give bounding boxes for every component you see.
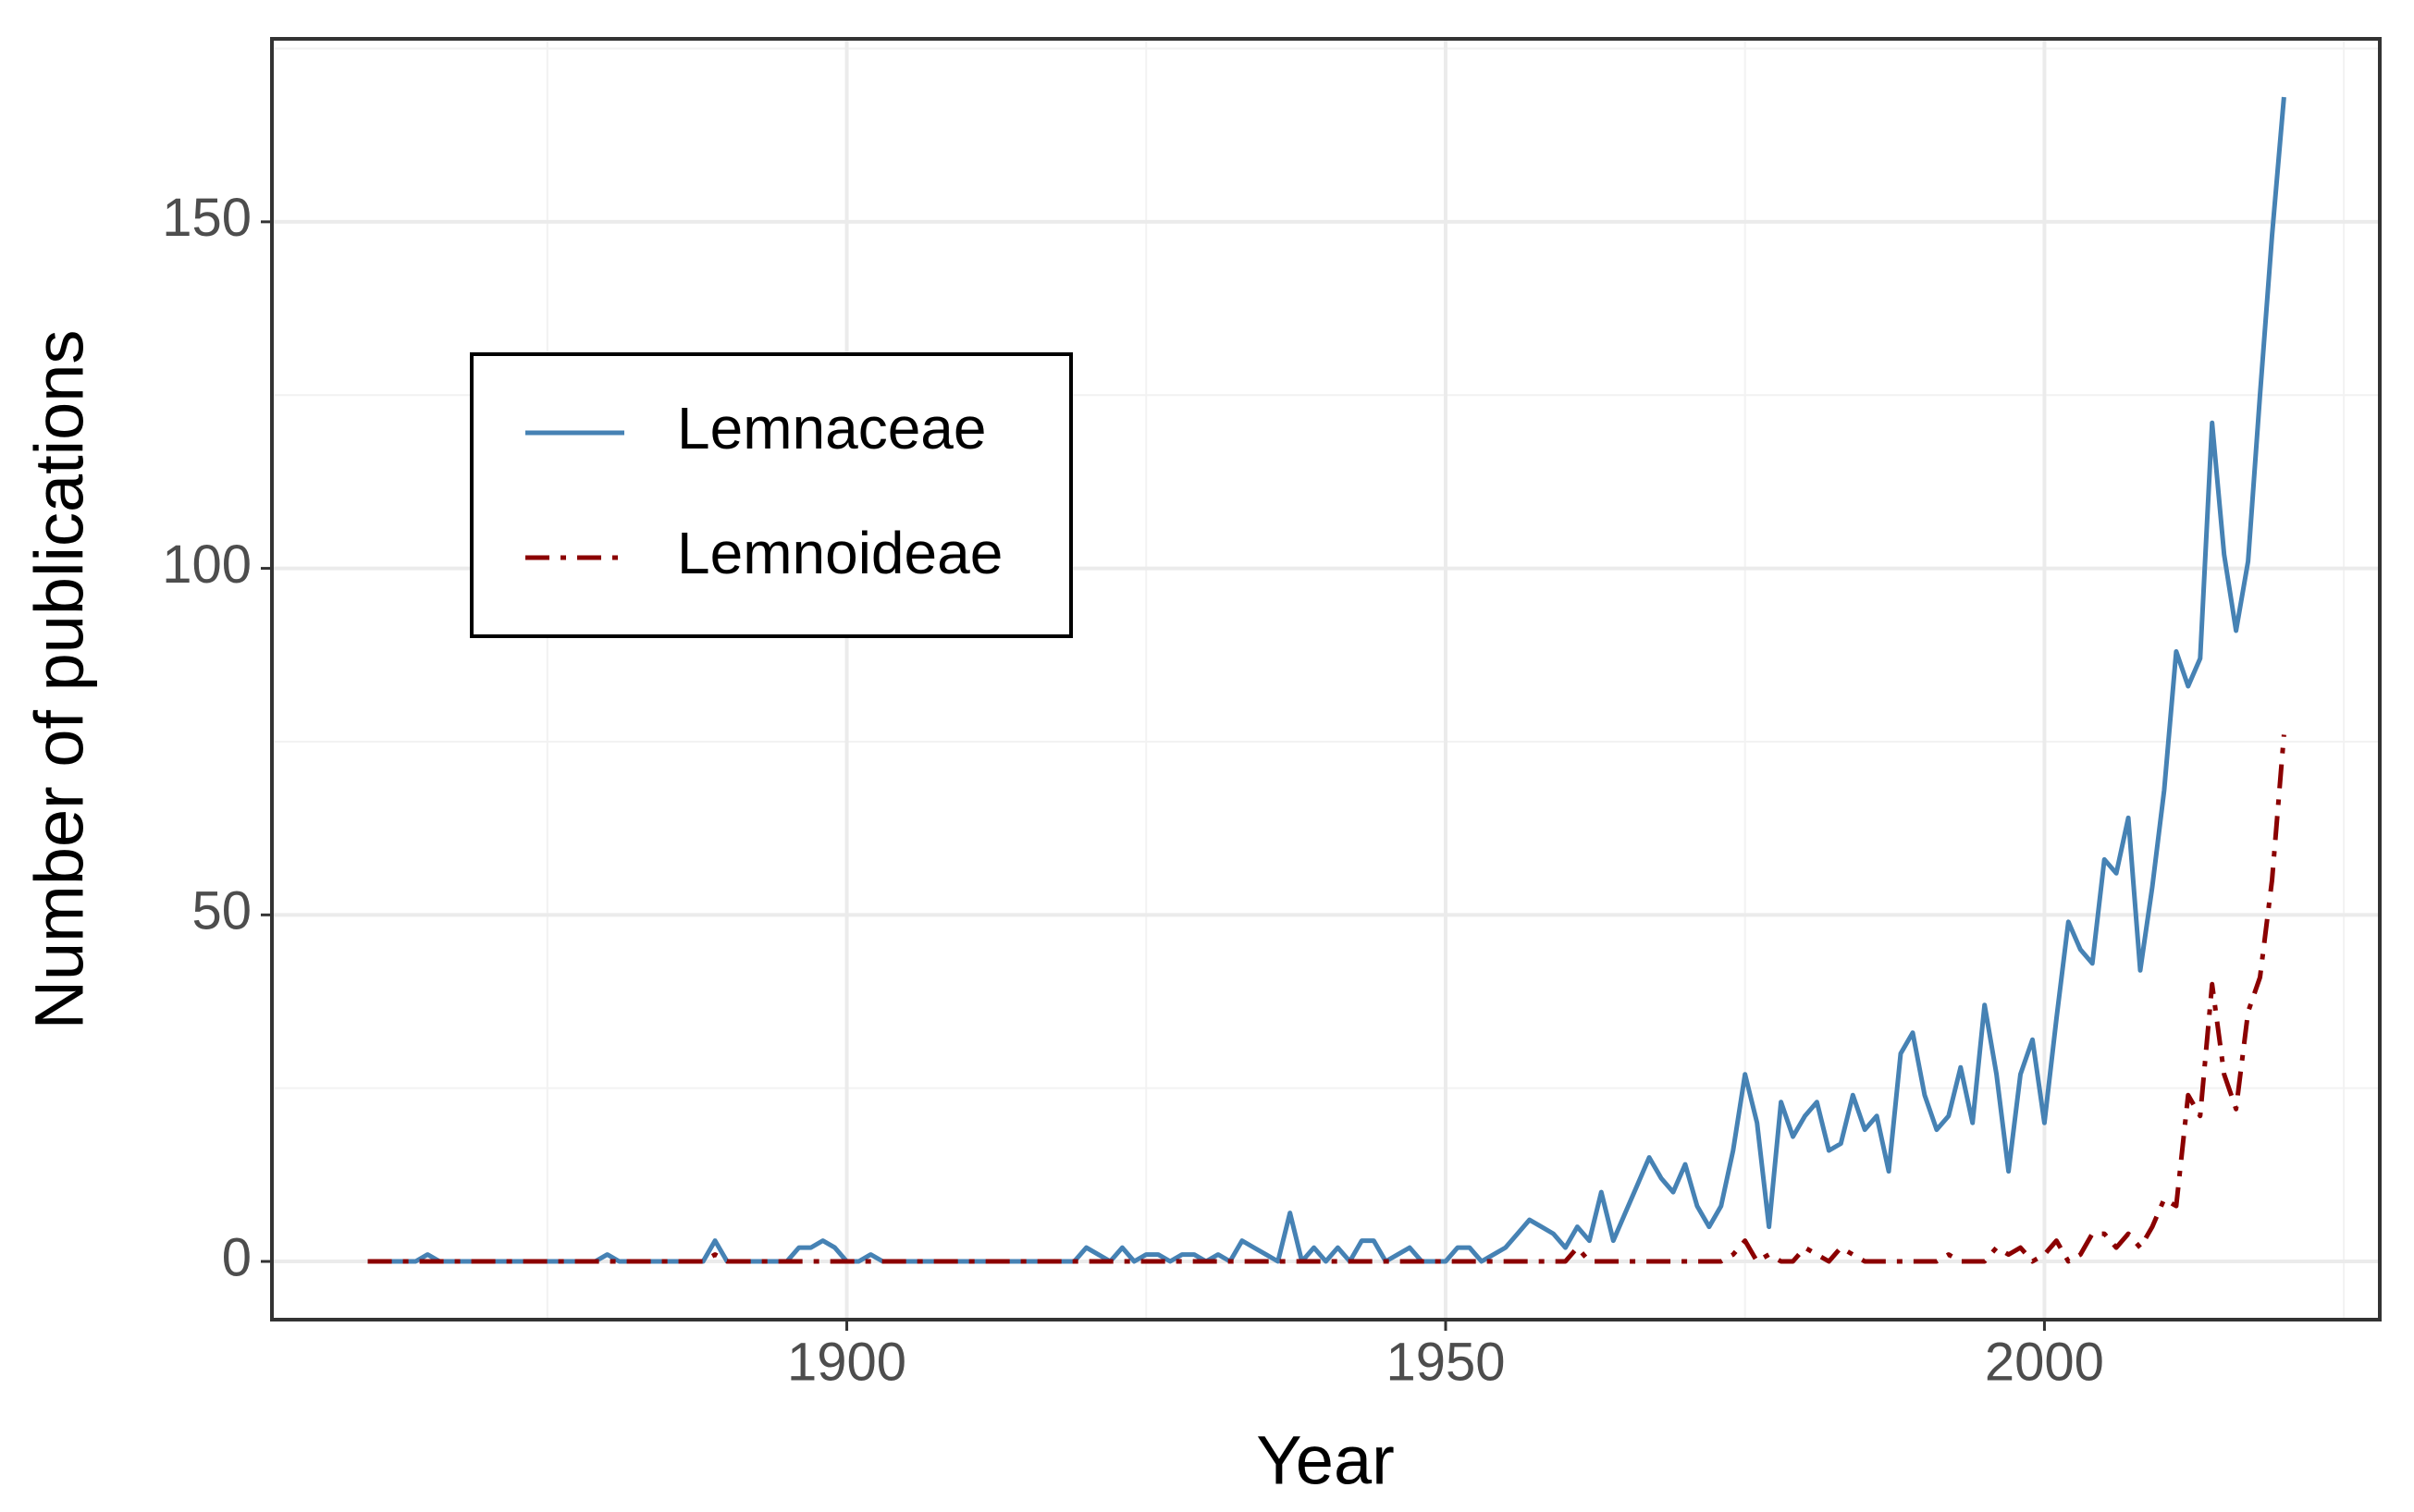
- plot-panel: [272, 39, 2380, 1320]
- plot-border: [270, 37, 2382, 1321]
- y-tick-label: 100: [162, 535, 252, 595]
- legend-box: [470, 352, 1073, 638]
- x-tick-label: 2000: [1985, 1332, 2104, 1392]
- y-tick-label: 50: [191, 881, 252, 941]
- x-tick-label: 1900: [787, 1332, 906, 1392]
- y-tick-label: 150: [162, 188, 252, 248]
- legend-label: Lemnaceae: [677, 395, 986, 461]
- x-tick-label: 1950: [1386, 1332, 1505, 1392]
- legend-label: Lemnoideae: [677, 520, 1003, 586]
- data-line: [367, 734, 2286, 1264]
- y-tick-label: 0: [222, 1227, 252, 1287]
- x-axis-title: Year: [1256, 1422, 1395, 1499]
- y-axis-title: Number of publications: [21, 330, 98, 1030]
